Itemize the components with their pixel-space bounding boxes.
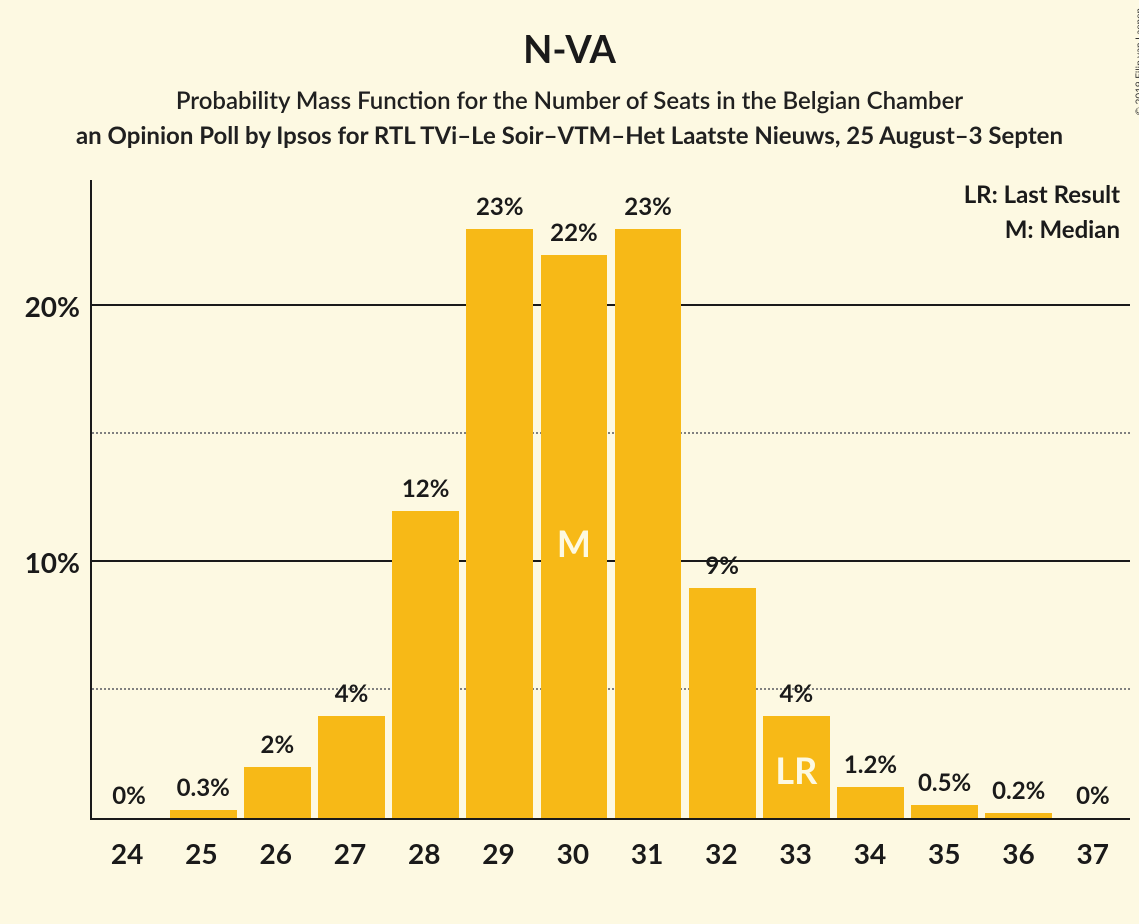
bar-value-label: 1.2% <box>844 750 897 779</box>
bar <box>689 588 756 818</box>
bar-slot: 23% <box>463 180 537 818</box>
bar <box>911 805 978 818</box>
plot-area: LR: Last Result M: Median 0%0.3%2%4%12%2… <box>90 180 1130 820</box>
bar-slot: 0% <box>92 180 166 818</box>
bar-slot: 0% <box>1056 180 1130 818</box>
bar-annotation: M <box>557 521 591 565</box>
bar-value-label: 23% <box>624 192 672 221</box>
bar-slot: 0.3% <box>166 180 240 818</box>
bar <box>318 716 385 818</box>
chart-area: LR: Last Result M: Median 0%0.3%2%4%12%2… <box>90 180 1130 860</box>
x-tick-label: 36 <box>981 820 1055 870</box>
bar <box>615 229 682 818</box>
bar-slot: 1.2% <box>833 180 907 818</box>
bar-value-label: 22% <box>550 218 598 247</box>
x-tick-label: 28 <box>387 820 461 870</box>
bar-value-label: 0.5% <box>918 768 971 797</box>
bar-value-label: 4% <box>335 679 369 708</box>
bar-value-label: 23% <box>476 192 524 221</box>
bar-slot: 0.5% <box>908 180 982 818</box>
x-tick-label: 33 <box>759 820 833 870</box>
x-tick-label: 30 <box>536 820 610 870</box>
bar <box>466 229 533 818</box>
bar-slot: 4% LR <box>759 180 833 818</box>
bar-value-label: 12% <box>402 474 450 503</box>
bar-slot: 22% M <box>537 180 611 818</box>
bar-slot: 12% <box>389 180 463 818</box>
bar-slot: 23% <box>611 180 685 818</box>
x-tick-label: 25 <box>164 820 238 870</box>
bar-value-label: 0% <box>1076 781 1110 810</box>
x-tick-label: 37 <box>1056 820 1130 870</box>
bar-annotation: LR <box>775 748 817 792</box>
bar-slot: 0.2% <box>982 180 1056 818</box>
x-tick-label: 27 <box>313 820 387 870</box>
bar <box>244 767 311 818</box>
y-tick-label: 20% <box>25 289 80 323</box>
bar-value-label: 2% <box>261 730 295 759</box>
bar-value-label: 4% <box>780 679 814 708</box>
y-tick-label: 10% <box>25 545 80 579</box>
bar-value-label: 0.3% <box>177 773 230 802</box>
x-tick-label: 31 <box>610 820 684 870</box>
bar <box>985 813 1052 818</box>
copyright-label: © 2019 Filip van Laenen <box>1133 8 1139 115</box>
x-tick-label: 32 <box>684 820 758 870</box>
bar <box>837 787 904 818</box>
x-tick-label: 35 <box>907 820 981 870</box>
bar <box>392 511 459 818</box>
bar-slot: 4% <box>314 180 388 818</box>
chart-subtitle-1: Probability Mass Function for the Number… <box>0 72 1139 115</box>
x-tick-label: 24 <box>90 820 164 870</box>
bar-value-label: 0.2% <box>992 776 1045 805</box>
bar-value-label: 0% <box>112 781 146 810</box>
x-tick-label: 34 <box>833 820 907 870</box>
bar-slot: 9% <box>685 180 759 818</box>
chart-title: N-VA <box>0 0 1139 72</box>
bar <box>170 810 237 818</box>
x-axis: 2425262728293031323334353637 <box>90 820 1130 870</box>
chart-subtitle-2: an Opinion Poll by Ipsos for RTL TVi–Le … <box>0 115 1139 150</box>
x-tick-label: 26 <box>239 820 313 870</box>
bar-value-label: 9% <box>705 551 739 580</box>
bars-container: 0% 0.3% 2% 4% 12% 23% 22% M 23% 9% 4% LR 1.2% 0.5% 0.2… <box>92 180 1130 818</box>
x-tick-label: 29 <box>461 820 535 870</box>
bar-slot: 2% <box>240 180 314 818</box>
